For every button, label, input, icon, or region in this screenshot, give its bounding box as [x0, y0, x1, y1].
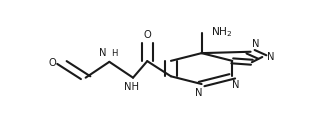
Text: N: N — [232, 80, 239, 90]
Text: H: H — [111, 49, 117, 58]
Text: O: O — [48, 58, 56, 67]
Text: NH: NH — [124, 82, 139, 92]
Text: O: O — [143, 30, 151, 40]
Text: N: N — [252, 39, 259, 49]
Text: N: N — [99, 48, 106, 58]
Text: N: N — [195, 88, 202, 98]
Text: NH$_2$: NH$_2$ — [211, 25, 233, 39]
Text: N: N — [267, 52, 275, 62]
